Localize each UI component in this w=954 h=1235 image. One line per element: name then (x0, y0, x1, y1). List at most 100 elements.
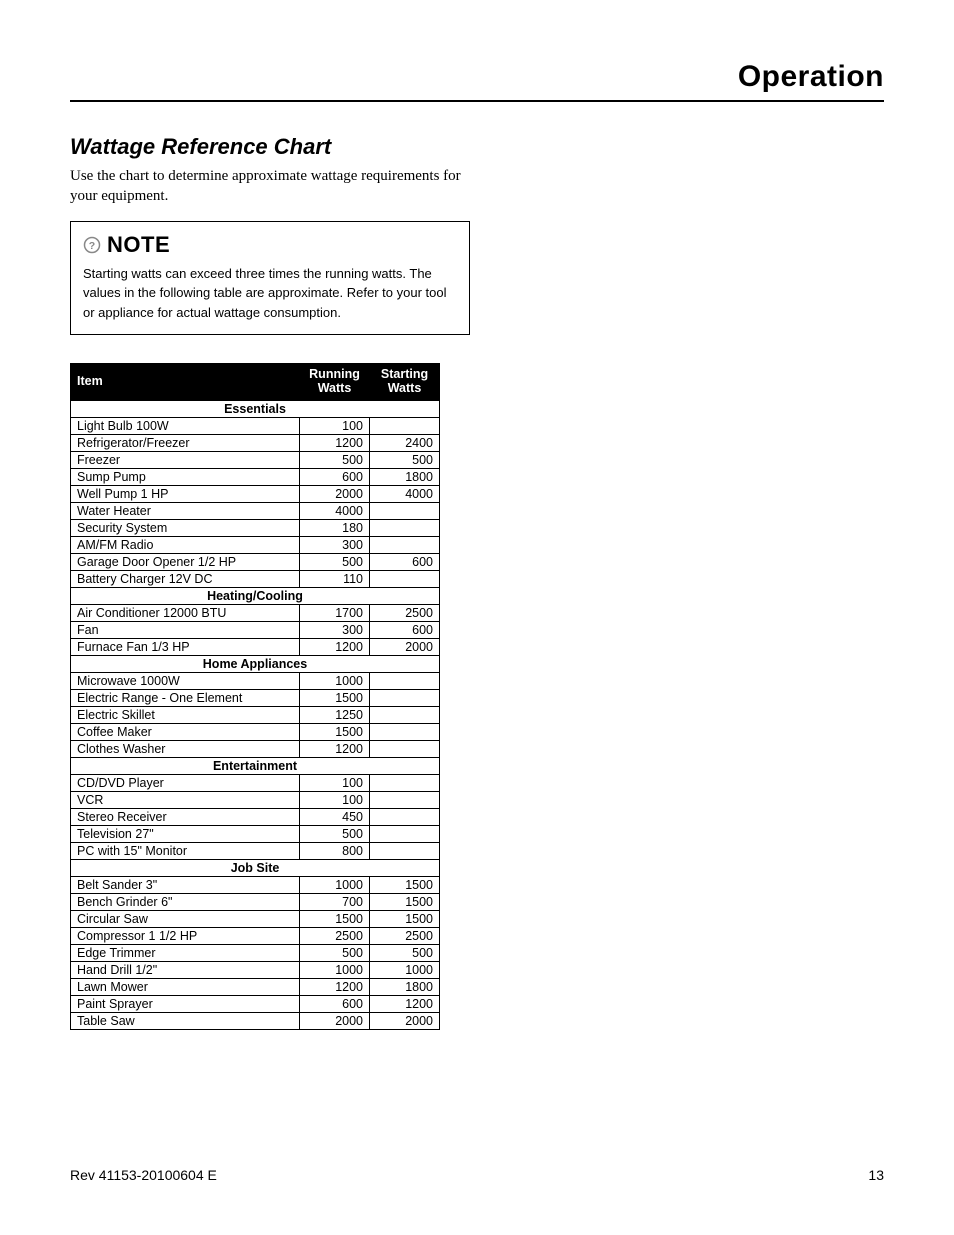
cell-running-watts: 180 (300, 519, 370, 536)
cell-running-watts: 450 (300, 808, 370, 825)
cell-running-watts: 800 (300, 842, 370, 859)
note-icon: ? (83, 236, 101, 254)
table-row: Sump Pump6001800 (71, 468, 440, 485)
cell-starting-watts (370, 842, 440, 859)
cell-item: Freezer (71, 451, 300, 468)
cell-item: Battery Charger 12V DC (71, 570, 300, 587)
cell-running-watts: 110 (300, 570, 370, 587)
table-row: Paint Sprayer6001200 (71, 995, 440, 1012)
cell-starting-watts: 2500 (370, 604, 440, 621)
table-row: PC with 15" Monitor800 (71, 842, 440, 859)
cell-item: Hand Drill 1/2" (71, 961, 300, 978)
table-section-row: Entertainment (71, 757, 440, 774)
cell-running-watts: 2000 (300, 485, 370, 502)
table-row: VCR100 (71, 791, 440, 808)
table-row: Hand Drill 1/2"10001000 (71, 961, 440, 978)
col-running: Running Watts (300, 364, 370, 401)
cell-item: Coffee Maker (71, 723, 300, 740)
note-body: Starting watts can exceed three times th… (83, 264, 457, 323)
cell-running-watts: 500 (300, 825, 370, 842)
svg-text:?: ? (89, 239, 95, 251)
page-header-title: Operation (738, 60, 884, 93)
cell-item: Electric Range - One Element (71, 689, 300, 706)
content-column: Wattage Reference Chart Use the chart to… (70, 134, 470, 1030)
cell-starting-watts: 1500 (370, 893, 440, 910)
cell-starting-watts: 1500 (370, 910, 440, 927)
table-section-label: Heating/Cooling (71, 587, 440, 604)
cell-starting-watts: 2400 (370, 434, 440, 451)
cell-running-watts: 100 (300, 791, 370, 808)
cell-running-watts: 1500 (300, 723, 370, 740)
cell-item: CD/DVD Player (71, 774, 300, 791)
cell-item: VCR (71, 791, 300, 808)
cell-item: Clothes Washer (71, 740, 300, 757)
cell-starting-watts (370, 672, 440, 689)
cell-running-watts: 300 (300, 536, 370, 553)
cell-running-watts: 1000 (300, 876, 370, 893)
cell-item: Garage Door Opener 1/2 HP (71, 553, 300, 570)
cell-running-watts: 2500 (300, 927, 370, 944)
cell-running-watts: 500 (300, 451, 370, 468)
cell-starting-watts (370, 536, 440, 553)
table-section-row: Home Appliances (71, 655, 440, 672)
cell-starting-watts: 2000 (370, 638, 440, 655)
cell-running-watts: 1000 (300, 961, 370, 978)
table-row: Television 27"500 (71, 825, 440, 842)
cell-item: Security System (71, 519, 300, 536)
cell-item: Furnace Fan 1/3 HP (71, 638, 300, 655)
cell-starting-watts (370, 825, 440, 842)
cell-starting-watts: 1800 (370, 978, 440, 995)
table-row: Fan300600 (71, 621, 440, 638)
note-heading: ? NOTE (83, 232, 457, 258)
cell-starting-watts: 1000 (370, 961, 440, 978)
table-section-row: Job Site (71, 859, 440, 876)
cell-starting-watts: 1500 (370, 876, 440, 893)
table-row: AM/FM Radio300 (71, 536, 440, 553)
table-row: Security System180 (71, 519, 440, 536)
page-footer: Rev 41153-20100604 E 13 (70, 1167, 884, 1183)
cell-running-watts: 700 (300, 893, 370, 910)
cell-starting-watts: 1800 (370, 468, 440, 485)
table-row: Light Bulb 100W100 (71, 417, 440, 434)
cell-running-watts: 600 (300, 995, 370, 1012)
cell-running-watts: 1200 (300, 978, 370, 995)
table-row: Coffee Maker1500 (71, 723, 440, 740)
table-row: Lawn Mower12001800 (71, 978, 440, 995)
cell-running-watts: 600 (300, 468, 370, 485)
cell-item: Microwave 1000W (71, 672, 300, 689)
cell-starting-watts (370, 808, 440, 825)
section-title: Wattage Reference Chart (70, 134, 470, 160)
cell-item: Edge Trimmer (71, 944, 300, 961)
cell-item: Air Conditioner 12000 BTU (71, 604, 300, 621)
cell-starting-watts (370, 740, 440, 757)
cell-running-watts: 1500 (300, 689, 370, 706)
cell-item: Television 27" (71, 825, 300, 842)
cell-item: Sump Pump (71, 468, 300, 485)
cell-running-watts: 1500 (300, 910, 370, 927)
cell-starting-watts (370, 774, 440, 791)
cell-item: Electric Skillet (71, 706, 300, 723)
cell-running-watts: 300 (300, 621, 370, 638)
cell-item: Paint Sprayer (71, 995, 300, 1012)
table-row: Freezer500500 (71, 451, 440, 468)
table-row: Belt Sander 3"10001500 (71, 876, 440, 893)
table-row: Microwave 1000W1000 (71, 672, 440, 689)
cell-item: AM/FM Radio (71, 536, 300, 553)
cell-running-watts: 500 (300, 944, 370, 961)
table-section-row: Heating/Cooling (71, 587, 440, 604)
table-row: Battery Charger 12V DC110 (71, 570, 440, 587)
col-starting: Starting Watts (370, 364, 440, 401)
table-row: Electric Range - One Element1500 (71, 689, 440, 706)
cell-starting-watts: 1200 (370, 995, 440, 1012)
table-section-row: Essentials (71, 400, 440, 417)
table-section-label: Entertainment (71, 757, 440, 774)
footer-rev: Rev 41153-20100604 E (70, 1167, 217, 1183)
cell-item: Water Heater (71, 502, 300, 519)
cell-running-watts: 100 (300, 417, 370, 434)
cell-starting-watts: 600 (370, 621, 440, 638)
cell-item: Refrigerator/Freezer (71, 434, 300, 451)
cell-starting-watts: 4000 (370, 485, 440, 502)
table-row: Water Heater4000 (71, 502, 440, 519)
cell-running-watts: 4000 (300, 502, 370, 519)
cell-starting-watts: 500 (370, 451, 440, 468)
